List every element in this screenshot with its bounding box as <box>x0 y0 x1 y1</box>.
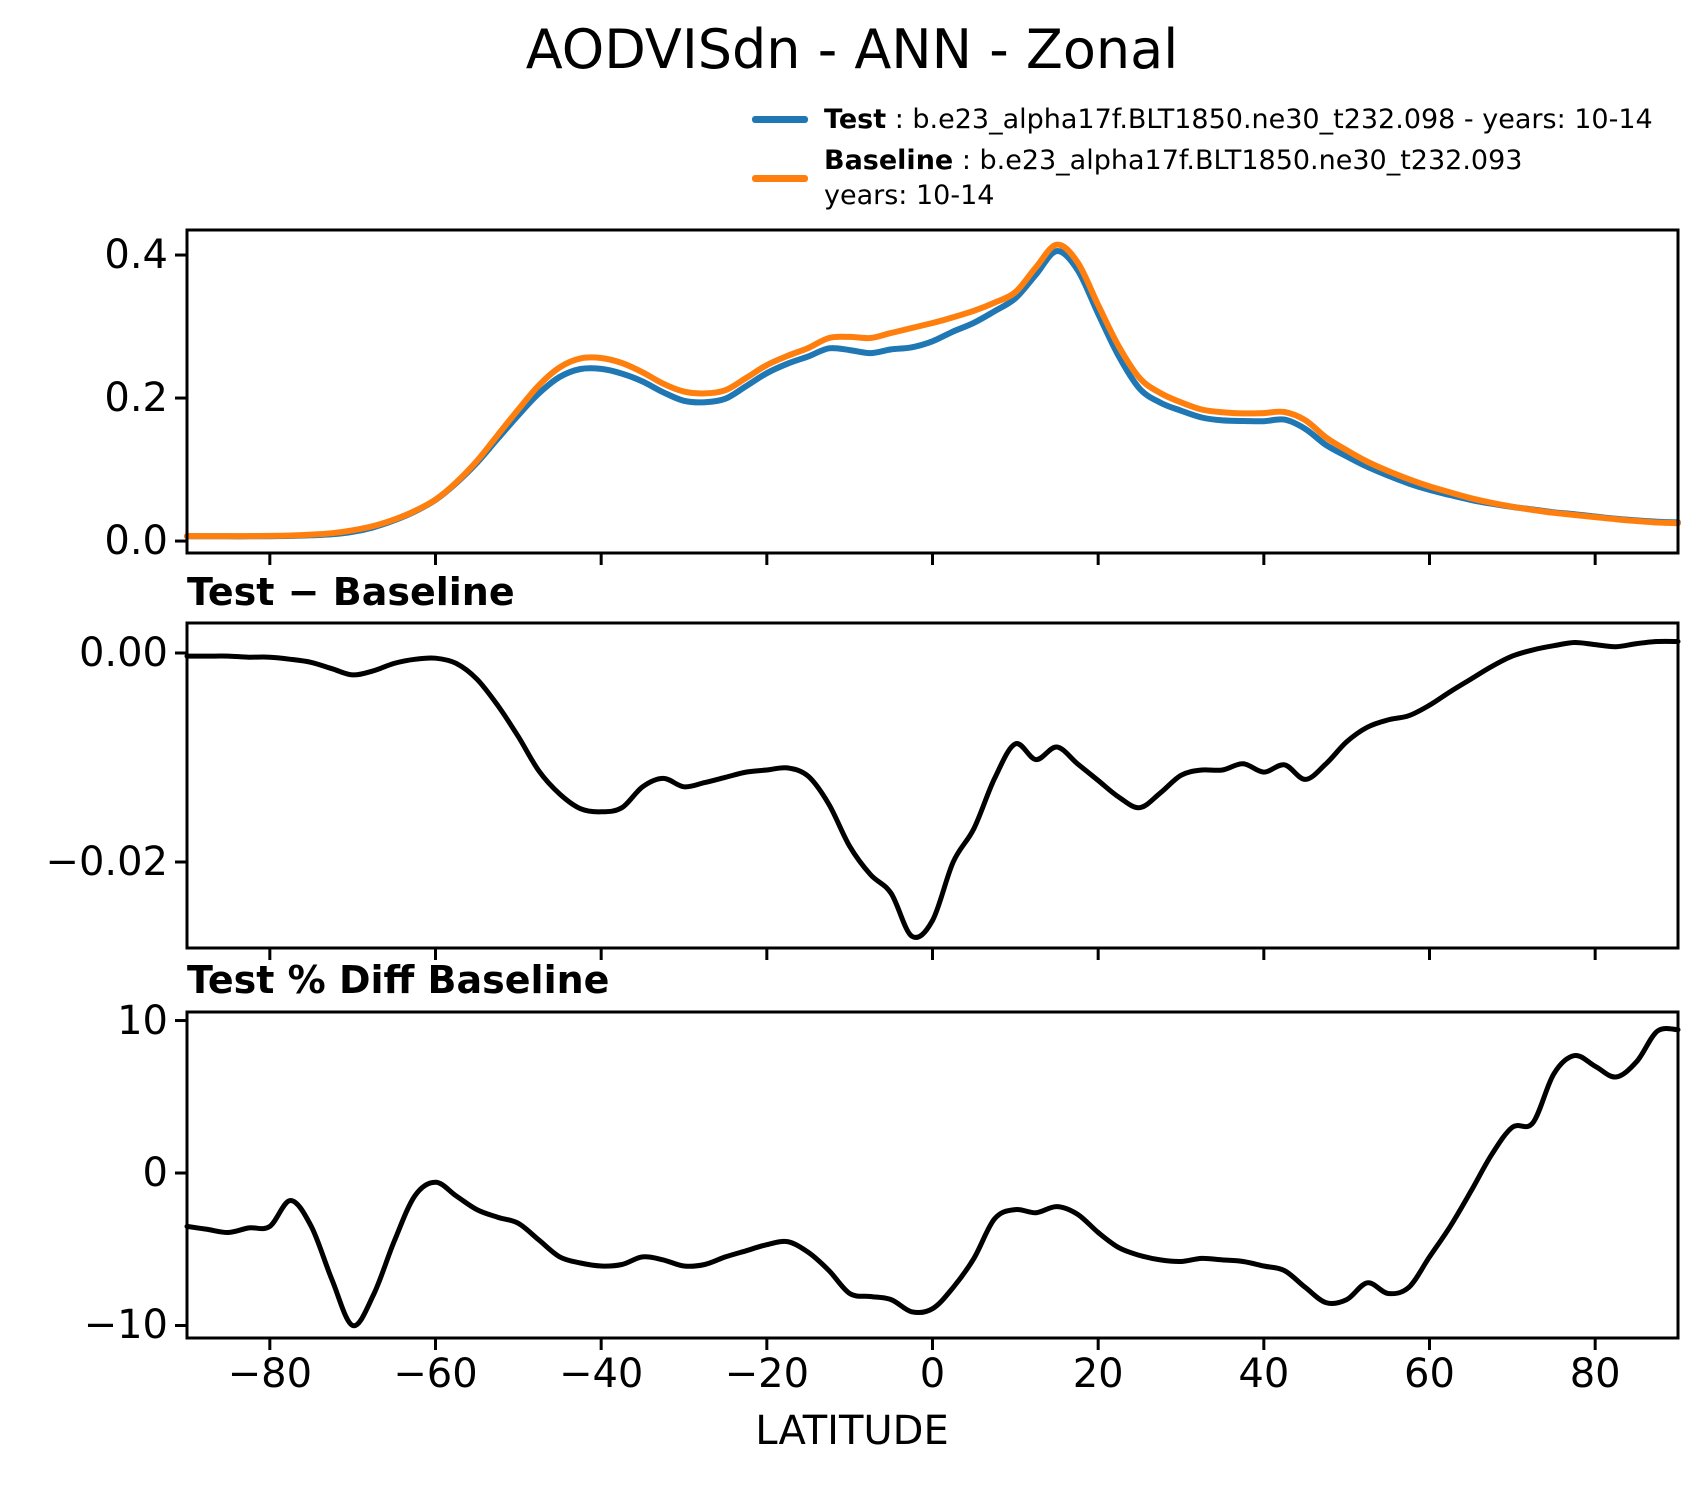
plot-area <box>175 621 1681 960</box>
legend-item-test: Test : b.e23_alpha17f.BLT1850.ne30_t232.… <box>752 102 1653 137</box>
x-tick-label: 0 <box>919 1351 946 1397</box>
page-title: AODVISdn - ANN - Zonal <box>525 18 1179 81</box>
x-tick-label: 40 <box>1238 1351 1290 1397</box>
legend-baseline-text: Baseline : b.e23_alpha17f.BLT1850.ne30_t… <box>824 143 1522 213</box>
y-tick-label: 0.2 <box>104 375 168 422</box>
baseline-line-swatch <box>752 174 808 182</box>
y-tick-label: 0 <box>142 1150 168 1197</box>
axes-spines <box>185 621 1680 950</box>
y-tick-label: −0.02 <box>45 838 168 885</box>
aod-zonal-plot <box>175 228 1681 565</box>
x-axis-label: LATITUDE <box>755 1408 949 1454</box>
legend-test-label: Test <box>824 104 887 135</box>
legend-test-desc: : b.e23_alpha17f.BLT1850.ne30_t232.098 -… <box>886 104 1653 135</box>
legend-baseline-years: years: 10-14 <box>824 180 995 211</box>
legend-item-baseline: Baseline : b.e23_alpha17f.BLT1850.ne30_t… <box>752 143 1653 213</box>
y-tick-label: 0.4 <box>104 232 168 279</box>
legend: Test : b.e23_alpha17f.BLT1850.ne30_t232.… <box>752 102 1653 219</box>
x-tick-label: 60 <box>1404 1351 1455 1397</box>
y-tick-label: 0.00 <box>78 629 168 676</box>
x-tick-label: 20 <box>1072 1351 1124 1397</box>
series-baseline <box>184 241 1681 540</box>
x-tick-label: 80 <box>1569 1351 1621 1397</box>
y-tick-label: 0.0 <box>104 518 168 565</box>
series-test-baseline <box>184 638 1681 940</box>
x-tick-label: −60 <box>393 1351 478 1397</box>
plot-area <box>175 1010 1681 1350</box>
diff-panel-title: Test − Baseline <box>187 570 515 614</box>
test-line-swatch <box>752 116 808 123</box>
test-pct-diff-plot <box>175 1010 1681 1350</box>
series-test-diff-baseline <box>184 1025 1681 1329</box>
y-tick-label: −10 <box>83 1302 168 1349</box>
plot-area <box>175 228 1681 565</box>
pct-diff-panel-title: Test % Diff Baseline <box>187 958 610 1002</box>
y-tick-label: 10 <box>117 997 168 1044</box>
x-tick-label: −80 <box>227 1351 313 1397</box>
test-minus-baseline-plot <box>175 621 1681 960</box>
axes-spines <box>185 228 1680 555</box>
x-tick-label: −20 <box>724 1351 810 1397</box>
legend-baseline-label: Baseline <box>824 145 954 176</box>
axes-spines <box>185 1010 1680 1340</box>
legend-baseline-desc: : b.e23_alpha17f.BLT1850.ne30_t232.093 <box>953 145 1523 176</box>
x-tick-label: −40 <box>558 1351 644 1397</box>
legend-test-text: Test : b.e23_alpha17f.BLT1850.ne30_t232.… <box>824 102 1653 137</box>
